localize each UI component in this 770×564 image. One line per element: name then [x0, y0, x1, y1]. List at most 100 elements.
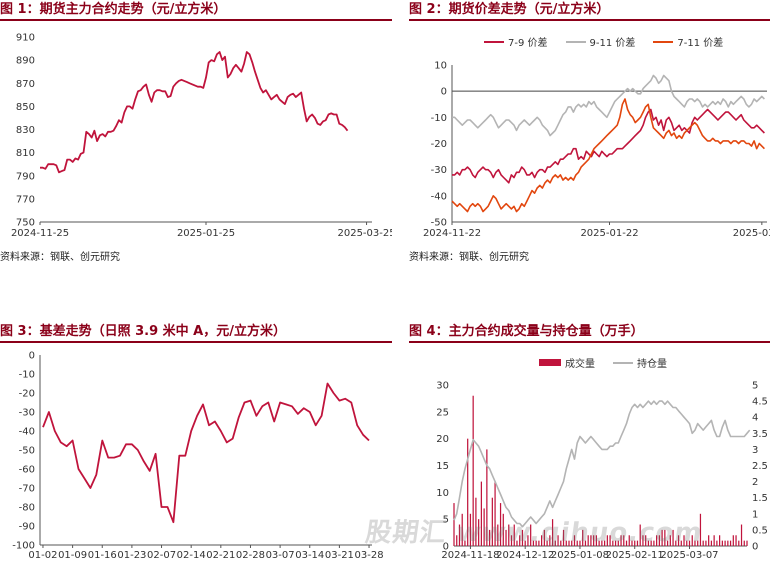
volume-bar: [524, 540, 526, 546]
legend-item: 9-11 价差: [565, 34, 636, 49]
y-tick-label: 25: [436, 407, 449, 418]
legend-swatch: [539, 359, 561, 366]
volume-bar: [623, 535, 625, 546]
y-right-tick-label: 4.5: [752, 397, 768, 408]
volume-bar: [456, 535, 458, 546]
volume-bar: [656, 535, 658, 546]
volume-bar: [508, 524, 510, 546]
y-tick-label: -20: [19, 389, 35, 400]
y-tick-label: -50: [431, 218, 447, 229]
y-tick-label: 890: [16, 56, 35, 67]
volume-bar: [672, 529, 674, 546]
volume-bar: [688, 540, 691, 546]
volume-bar: [658, 535, 660, 546]
panel-futures-spread: 图 2：期货价差走势（元/立方米） 7-9 价差 9-11 价差 7-11 价差…: [409, 0, 770, 270]
volume-bar: [735, 535, 737, 546]
panel-title: 图 3：基差走势（日照 3.9 米中 A，元/立方米）: [0, 324, 286, 339]
x-tick-label: 02-07: [147, 550, 176, 561]
volume-bar: [716, 540, 718, 546]
volume-bar: [713, 535, 715, 546]
y-tick-label: -10: [19, 370, 35, 381]
panel-title: 图 4：主力合约成交量与持仓量（万手）: [409, 324, 644, 339]
x-tick-label: 01-09: [58, 550, 87, 561]
y-tick-label: -80: [19, 503, 35, 514]
title-rule: [409, 341, 770, 343]
volume-bar: [729, 540, 732, 546]
volume-bar: [551, 519, 554, 546]
x-tick-label: 02-28: [236, 550, 265, 561]
volume-bar: [483, 508, 485, 546]
volume-bar: [612, 540, 614, 546]
volume-bar: [732, 535, 734, 546]
volume-bar: [625, 540, 628, 546]
volume-bar: [491, 497, 493, 546]
volume-bar: [686, 540, 688, 546]
y-tick-label: -40: [19, 427, 35, 438]
title-rule: [0, 341, 392, 343]
volume-bar: [549, 535, 551, 546]
legend-swatch: [484, 40, 504, 43]
legend-label: 9-11 价差: [589, 38, 636, 49]
y-tick-label: -50: [19, 446, 35, 457]
volume-bar: [475, 497, 477, 546]
volume-bar: [617, 540, 619, 546]
volume-bar: [554, 540, 556, 546]
legend-swatch: [565, 40, 586, 43]
title-rule: [0, 19, 392, 21]
y-right-tick-label: 3.5: [752, 429, 768, 440]
volume-bar: [702, 540, 704, 546]
series-line: [42, 382, 370, 524]
volume-bar: [691, 535, 693, 546]
volume-bar: [590, 535, 592, 546]
y-tick-label: 810: [16, 148, 35, 159]
volume-bar: [486, 449, 488, 546]
y-tick-label: 15: [436, 461, 449, 472]
volume-bar: [535, 540, 537, 546]
volume-bar: [513, 524, 515, 546]
y-tick-label: -40: [431, 191, 447, 202]
x-tick-label: 2025-01-25: [177, 228, 235, 239]
volume-bar: [666, 540, 669, 546]
volume-bar: [488, 529, 491, 546]
x-tick-label: 03-28: [355, 550, 384, 561]
volume-bar: [705, 540, 707, 546]
x-tick-label: 03-07: [266, 550, 295, 561]
volume-bar: [606, 535, 608, 546]
volume-bar: [738, 540, 740, 546]
volume-bar: [532, 540, 535, 546]
panel-title: 图 1：期货主力合约走势（元/立方米）: [0, 2, 227, 17]
volume-bar: [469, 513, 472, 546]
y-tick-label: 0: [443, 542, 449, 553]
y-tick-label: 850: [16, 102, 35, 113]
x-tick-label: 2025-03-25: [337, 228, 392, 239]
y-tick-label: -60: [19, 465, 35, 476]
source-note: 资料来源：钢联、创元研究: [0, 252, 120, 263]
volume-bar: [642, 535, 644, 546]
volume-bar: [497, 524, 499, 546]
volume-bar: [579, 540, 581, 546]
y-tick-label: 870: [16, 79, 35, 90]
x-tick-label: 01-02: [28, 550, 57, 561]
volume-bar: [530, 524, 532, 546]
x-tick-label: 2024-11-25: [11, 228, 69, 239]
volume-bar: [620, 535, 622, 546]
volume-bar: [576, 540, 578, 546]
x-tick-label: 2024-11-18: [441, 550, 499, 561]
volume-bar: [472, 395, 474, 546]
volume-bar: [480, 481, 482, 546]
open-interest-line: [453, 400, 751, 528]
legend-item: 7-9 价差: [484, 34, 548, 49]
volume-bar: [453, 503, 455, 546]
y-tick-label: 910: [16, 33, 35, 44]
panel-volume-open-interest: 图 4：主力合约成交量与持仓量（万手） 成交量 持仓量 30 25 20 15 10 5 0…: [409, 322, 770, 564]
y-tick-label: 0: [29, 351, 35, 362]
volume-bar: [601, 540, 603, 546]
y-tick-label: 5: [443, 515, 449, 526]
volume-bar: [499, 503, 502, 546]
legend-swatch: [613, 361, 633, 364]
volume-bar: [505, 529, 507, 546]
volume-bar: [639, 524, 641, 546]
